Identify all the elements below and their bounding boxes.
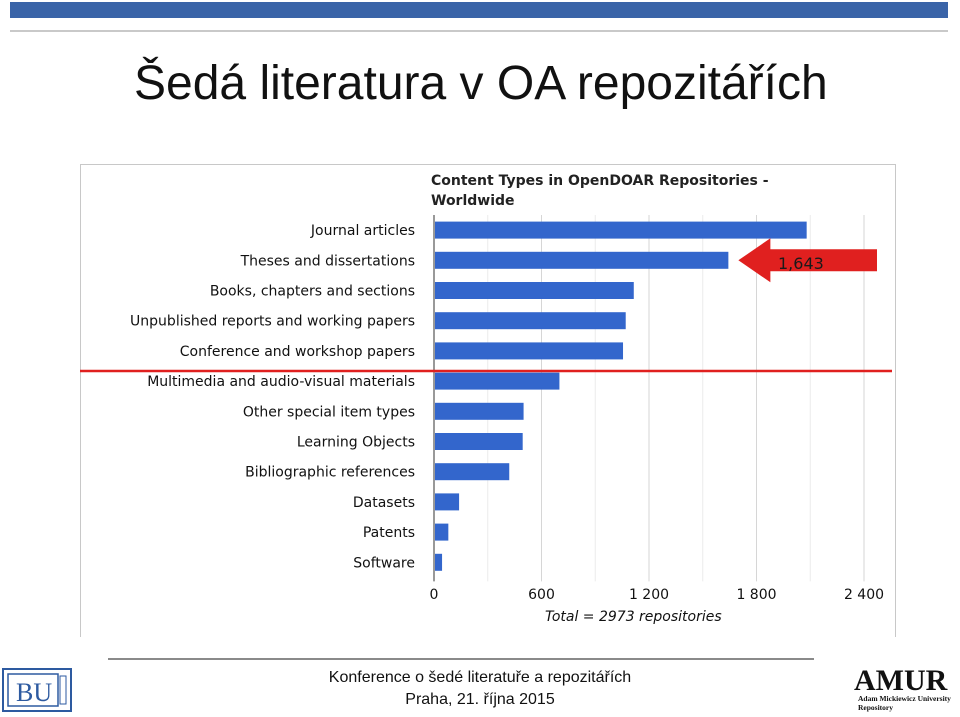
footer-conference: Konference o šedé literatuře a repozitář…: [328, 669, 632, 686]
category-label-6: Other special item types: [243, 404, 415, 420]
bar-8: [435, 463, 510, 481]
x-tick-label-2: 1 200: [629, 587, 669, 603]
bar-1: [435, 251, 729, 269]
chart-bars: [435, 221, 807, 571]
chart-title-line1: Content Types in OpenDOAR Repositories -: [431, 173, 769, 189]
bar-7: [435, 433, 523, 450]
category-label-0: Journal articles: [310, 223, 415, 239]
category-label-4: Conference and workshop papers: [180, 344, 415, 360]
bar-5: [435, 372, 560, 390]
x-tick-label-4: 2 400: [844, 587, 884, 603]
x-tick-label-0: 0: [430, 587, 439, 603]
chart-category-labels: Journal articles Theses and dissertations…: [130, 223, 415, 571]
category-label-11: Software: [353, 555, 415, 571]
amur-logo-sub2: Repository: [858, 703, 893, 712]
chart-x-ticks: 0 600 1 200 1 800 2 400: [430, 587, 885, 603]
chart-title-line2: Worldwide: [431, 193, 515, 209]
amur-logo-sub1: Adam Mickiewicz University: [858, 694, 951, 703]
category-label-7: Learning Objects: [297, 435, 415, 451]
slide-title: Šedá literatura v OA repozitářích: [134, 57, 828, 110]
footer-date: Praha, 21. října 2015: [405, 691, 555, 708]
top-accent-bar: [10, 2, 948, 18]
chart-panel: Content Types in OpenDOAR Repositories -…: [80, 164, 896, 637]
bu-logo-text: BU: [16, 678, 52, 707]
bar-0: [435, 221, 807, 239]
amur-logo: AMUR Adam Mickiewicz University Reposito…: [848, 660, 960, 712]
category-label-8: Bibliographic references: [245, 465, 415, 481]
amur-logo-text: AMUR: [854, 664, 948, 697]
chart-gridlines: [433, 215, 865, 582]
bar-9: [435, 493, 460, 511]
category-label-1: Theses and dissertations: [240, 253, 415, 269]
bu-logo: BU: [2, 668, 72, 712]
bar-3: [435, 312, 626, 330]
footer-divider: [108, 658, 814, 660]
bar-10: [435, 523, 449, 541]
category-label-2: Books, chapters and sections: [210, 284, 415, 300]
bar-2: [435, 282, 634, 299]
category-label-5: Multimedia and audio-visual materials: [147, 374, 415, 390]
bar-4: [435, 342, 624, 360]
category-label-10: Patents: [363, 525, 415, 541]
bar-6: [435, 402, 524, 420]
callout-value: 1,643: [778, 254, 824, 273]
bu-logo-mark: BU: [7, 673, 67, 707]
bar-11: [435, 553, 443, 571]
top-divider: [10, 30, 948, 32]
chart-total-label: Total = 2973 repositories: [545, 609, 722, 625]
x-tick-label-3: 1 800: [736, 587, 776, 603]
category-label-3: Unpublished reports and working papers: [130, 314, 415, 330]
x-tick-label-1: 600: [528, 587, 555, 603]
bar-chart: Content Types in OpenDOAR Repositories -…: [130, 173, 885, 625]
callout-arrow: [738, 238, 877, 283]
amur-logo-mark: AMUR Adam Mickiewicz University Reposito…: [854, 664, 951, 712]
category-label-9: Datasets: [353, 495, 415, 511]
